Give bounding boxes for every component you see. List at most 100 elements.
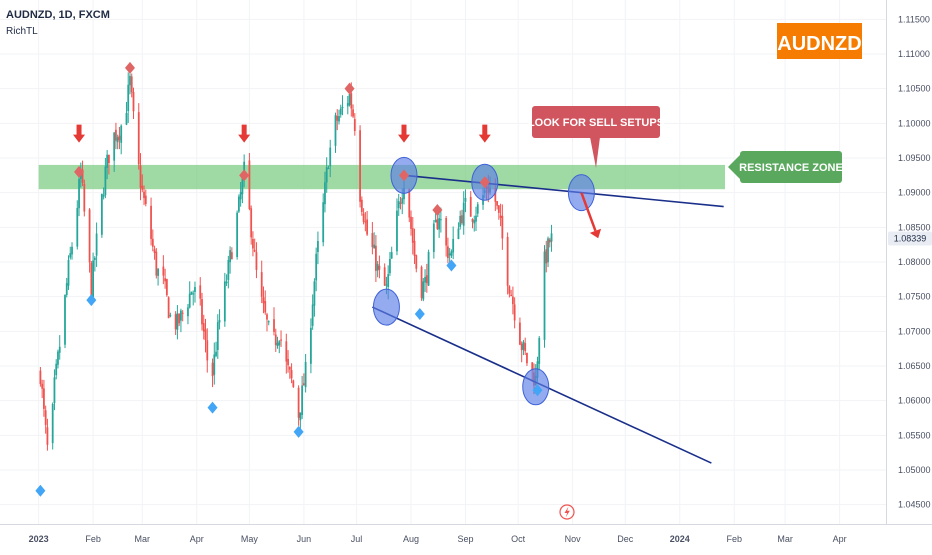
candle-body: [165, 279, 168, 296]
candle-body: [401, 198, 404, 204]
swing-low-marker: [207, 401, 218, 414]
indicator-label[interactable]: RichTL: [6, 26, 38, 37]
candle-body: [178, 313, 181, 324]
sell-callout: LOOK FOR SELL SETUPS: [528, 106, 664, 168]
candle-body: [422, 281, 425, 300]
candle-body: [374, 245, 377, 271]
candle-body: [227, 260, 230, 280]
highlight-circle: [372, 288, 400, 326]
candle-body: [299, 412, 302, 421]
candle-body: [255, 252, 258, 270]
candle-body: [139, 165, 142, 188]
candle-body: [390, 252, 393, 259]
candle-body: [473, 220, 476, 224]
candle-body: [190, 291, 193, 295]
candle-body: [237, 196, 240, 212]
candle-body: [366, 219, 369, 235]
zone-callout-box: [740, 151, 842, 183]
candle-body: [387, 274, 390, 288]
candle-body: [100, 193, 103, 235]
price-tick-label: 1.05000: [898, 465, 931, 475]
candle-body: [531, 362, 534, 371]
projection-arrow-head: [589, 228, 602, 239]
candle-body: [301, 385, 304, 415]
candle-body: [522, 341, 525, 350]
candle-body: [496, 201, 498, 206]
candle-body: [362, 213, 365, 222]
candle-body: [202, 323, 205, 332]
candle-body: [51, 404, 54, 444]
candle-body: [204, 329, 207, 341]
time-tick-label: Sep: [457, 534, 473, 544]
price-tick-label: 1.08500: [898, 222, 931, 232]
candle-body: [445, 217, 448, 246]
candle-body: [104, 166, 107, 196]
candle-body: [334, 115, 337, 146]
candle-body: [425, 275, 428, 284]
candle-body: [450, 251, 453, 256]
swing-high-marker: [124, 61, 135, 74]
time-tick-label: Mar: [777, 534, 793, 544]
resistance-zone: [38, 164, 726, 190]
candle-body: [397, 201, 400, 209]
candle-body: [353, 119, 356, 131]
candle-body: [201, 299, 203, 325]
candle-body: [464, 197, 467, 202]
swing-high-marker: [344, 82, 355, 95]
candle-body: [350, 93, 353, 109]
candle-body: [67, 259, 70, 286]
chart-title: AUDNZD, 1D, FXCM: [6, 9, 110, 21]
candle-body: [385, 284, 388, 286]
candle-body: [424, 277, 426, 283]
candle-body: [83, 183, 86, 212]
down-arrow: [73, 124, 86, 143]
candle-body: [360, 199, 363, 212]
candle-body: [399, 202, 402, 204]
candle-body: [324, 182, 326, 205]
candle-body: [252, 238, 254, 249]
price-axis[interactable]: 1.11500 1.11000 1.10500 1.10000 1.09500 1.090…: [898, 14, 931, 509]
candle-body: [102, 195, 105, 197]
candle-body: [250, 208, 253, 238]
candle-body: [499, 215, 502, 218]
candle-body: [508, 286, 511, 294]
candle-body: [129, 75, 131, 86]
candle-body: [248, 160, 251, 209]
candle-body: [216, 322, 219, 351]
candle-body: [317, 241, 319, 253]
candle-body: [229, 250, 231, 263]
candle-body: [180, 310, 182, 321]
swing-markers: [35, 61, 543, 497]
candle-body: [57, 351, 59, 365]
candle-body: [239, 192, 242, 200]
time-axis[interactable]: 2023 Feb Mar Apr May Jun Jul Aug Sep Oct Nov Dec 202…: [29, 534, 847, 544]
candles: [39, 72, 553, 451]
candle-body: [162, 266, 165, 276]
candle-body: [223, 281, 226, 322]
swing-high-marker: [239, 169, 250, 182]
lightning-icon[interactable]: [559, 504, 575, 520]
down-arrow: [238, 124, 251, 143]
price-tick-label: 1.07500: [898, 292, 931, 302]
candle-body: [188, 293, 191, 308]
candle-body: [322, 202, 325, 243]
candle-body: [459, 216, 462, 227]
candle-body: [88, 209, 91, 263]
candle-body: [199, 285, 202, 299]
candle-body: [285, 341, 288, 362]
price-tick-label: 1.10000: [898, 118, 931, 128]
candle-body: [46, 427, 49, 445]
swing-high-marker: [398, 169, 409, 182]
candle-body: [266, 314, 268, 320]
candle-body: [137, 112, 140, 165]
time-tick-label: Jul: [351, 534, 363, 544]
time-tick-label: Mar: [135, 534, 151, 544]
candle-body: [494, 188, 497, 202]
candle-body: [519, 322, 521, 345]
candle-body: [241, 177, 244, 195]
candle-body: [92, 260, 94, 298]
candle-body: [108, 154, 110, 164]
swing-high-marker: [479, 176, 490, 189]
